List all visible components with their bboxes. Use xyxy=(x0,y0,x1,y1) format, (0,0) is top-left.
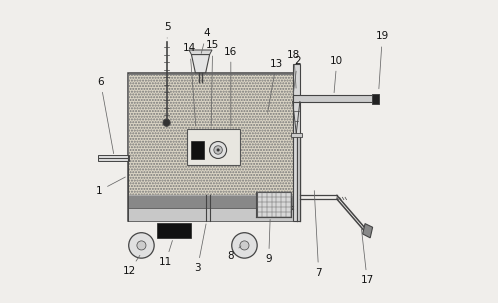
Bar xyxy=(99,155,128,158)
Text: 11: 11 xyxy=(159,241,172,267)
Text: 6: 6 xyxy=(97,77,114,154)
Text: 9: 9 xyxy=(265,219,272,264)
Bar xyxy=(99,158,128,161)
Text: 8: 8 xyxy=(228,246,241,261)
Bar xyxy=(128,74,294,195)
Circle shape xyxy=(240,241,249,250)
Text: 5: 5 xyxy=(164,22,170,38)
Bar xyxy=(156,223,191,238)
Bar xyxy=(128,195,294,196)
Text: 10: 10 xyxy=(330,55,344,93)
Bar xyxy=(293,64,300,221)
Bar xyxy=(256,192,291,217)
Text: 16: 16 xyxy=(224,46,238,126)
Circle shape xyxy=(128,233,154,258)
Text: 18: 18 xyxy=(287,49,300,88)
Text: 3: 3 xyxy=(194,224,206,273)
Text: 7: 7 xyxy=(314,191,322,278)
Text: 19: 19 xyxy=(375,31,389,89)
Circle shape xyxy=(137,241,146,250)
Circle shape xyxy=(210,142,227,158)
Bar xyxy=(128,208,294,221)
Text: 14: 14 xyxy=(183,43,197,126)
Polygon shape xyxy=(189,50,212,55)
Text: 12: 12 xyxy=(123,255,140,276)
Circle shape xyxy=(163,119,170,126)
Text: 17: 17 xyxy=(361,228,374,285)
Bar xyxy=(128,195,294,208)
Bar xyxy=(128,73,294,221)
Text: 15: 15 xyxy=(206,40,219,126)
Polygon shape xyxy=(363,224,373,238)
Text: 1: 1 xyxy=(96,177,125,196)
Circle shape xyxy=(214,146,222,154)
Circle shape xyxy=(217,149,219,151)
Bar xyxy=(291,133,302,137)
Bar xyxy=(293,95,376,102)
Polygon shape xyxy=(191,55,210,73)
Circle shape xyxy=(232,233,257,258)
Bar xyxy=(187,129,240,165)
Text: 13: 13 xyxy=(267,58,283,112)
Bar xyxy=(373,94,379,104)
Bar xyxy=(191,141,205,159)
Text: 2: 2 xyxy=(293,55,301,94)
Text: 4: 4 xyxy=(201,28,210,53)
